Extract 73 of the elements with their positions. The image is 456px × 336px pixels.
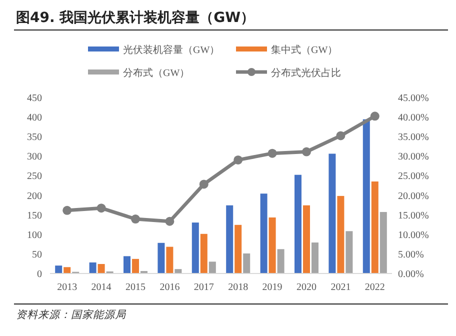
y2-tick-label: 35.00% <box>398 132 429 144</box>
bar <box>312 242 318 273</box>
x-tick-label: 2017 <box>194 282 214 293</box>
legend-label: 分布式（GW） <box>123 67 190 79</box>
y-tick-label: 50 <box>32 249 42 260</box>
bar <box>328 154 336 273</box>
bar <box>346 231 353 273</box>
y2-tick-label: 30.00% <box>398 152 429 163</box>
y-tick-label: 200 <box>27 190 42 202</box>
x-tick-label: 2022 <box>364 282 385 293</box>
bar <box>166 246 174 273</box>
y2-tick-label: 5.00% <box>398 249 424 260</box>
legend-label: 光伏装机容量（GW） <box>123 44 220 56</box>
legend-label: 集中式（GW） <box>271 44 338 56</box>
y-tick-label: 400 <box>27 112 42 124</box>
bar <box>200 234 208 273</box>
y2-tick-label: 25.00% <box>398 171 429 182</box>
bar <box>303 205 310 273</box>
point <box>234 155 243 164</box>
x-tick-label: 2016 <box>160 282 180 293</box>
y2-tick-label: 40.00% <box>398 112 429 124</box>
y-tick-label: 0 <box>37 269 42 280</box>
bar <box>208 262 216 273</box>
bar <box>158 242 165 273</box>
point <box>62 206 72 215</box>
bar <box>260 194 268 273</box>
y-tick-label: 450 <box>27 93 42 104</box>
text: 资料来源：国家能源局 <box>16 309 127 321</box>
y-tick-label: 250 <box>27 171 42 182</box>
bar <box>371 181 378 273</box>
point <box>165 216 174 226</box>
point <box>336 131 346 140</box>
bar <box>294 174 302 273</box>
bar <box>174 269 182 273</box>
x-tick-label: 2018 <box>228 282 248 293</box>
bar <box>226 205 234 273</box>
x-tick-label: 2015 <box>126 282 146 293</box>
bar <box>98 264 105 273</box>
bar <box>55 266 62 273</box>
bar <box>277 249 284 273</box>
y2-tick-label: 20.00% <box>398 190 429 202</box>
point <box>370 112 380 121</box>
point <box>131 214 140 224</box>
x-tick-label: 2013 <box>57 282 78 293</box>
x-tick-label: 2014 <box>91 282 112 293</box>
chart-title: 图49. 我国光伏累计装机容量（GW） <box>16 9 255 26</box>
point <box>96 204 106 213</box>
y2-tick-label: 10.00% <box>398 230 429 241</box>
y2-tick-label: 45.00% <box>398 93 429 104</box>
point <box>302 147 311 156</box>
bar <box>337 196 344 273</box>
y2-tick-label: 0.00% <box>398 269 424 280</box>
bar <box>64 267 71 273</box>
bar <box>243 253 250 273</box>
legend-label: 分布式光伏占比 <box>271 67 341 79</box>
x-tick-label: 2021 <box>330 282 351 293</box>
y-tick-label: 150 <box>27 210 42 222</box>
y-tick-label: 350 <box>27 132 42 144</box>
y-tick-label: 300 <box>27 152 42 163</box>
x-tick-label: 2020 <box>296 282 316 293</box>
bar <box>132 258 139 273</box>
bar <box>192 222 199 273</box>
bar <box>234 224 242 273</box>
bar <box>89 262 96 273</box>
bar <box>268 217 276 273</box>
point <box>199 180 208 189</box>
y-tick-label: 100 <box>27 230 42 241</box>
x-tick-label: 2019 <box>262 282 282 293</box>
y2-tick-label: 15.00% <box>398 210 429 222</box>
bar <box>380 212 387 273</box>
bar <box>362 119 370 273</box>
point <box>268 148 277 158</box>
bar <box>124 256 130 273</box>
